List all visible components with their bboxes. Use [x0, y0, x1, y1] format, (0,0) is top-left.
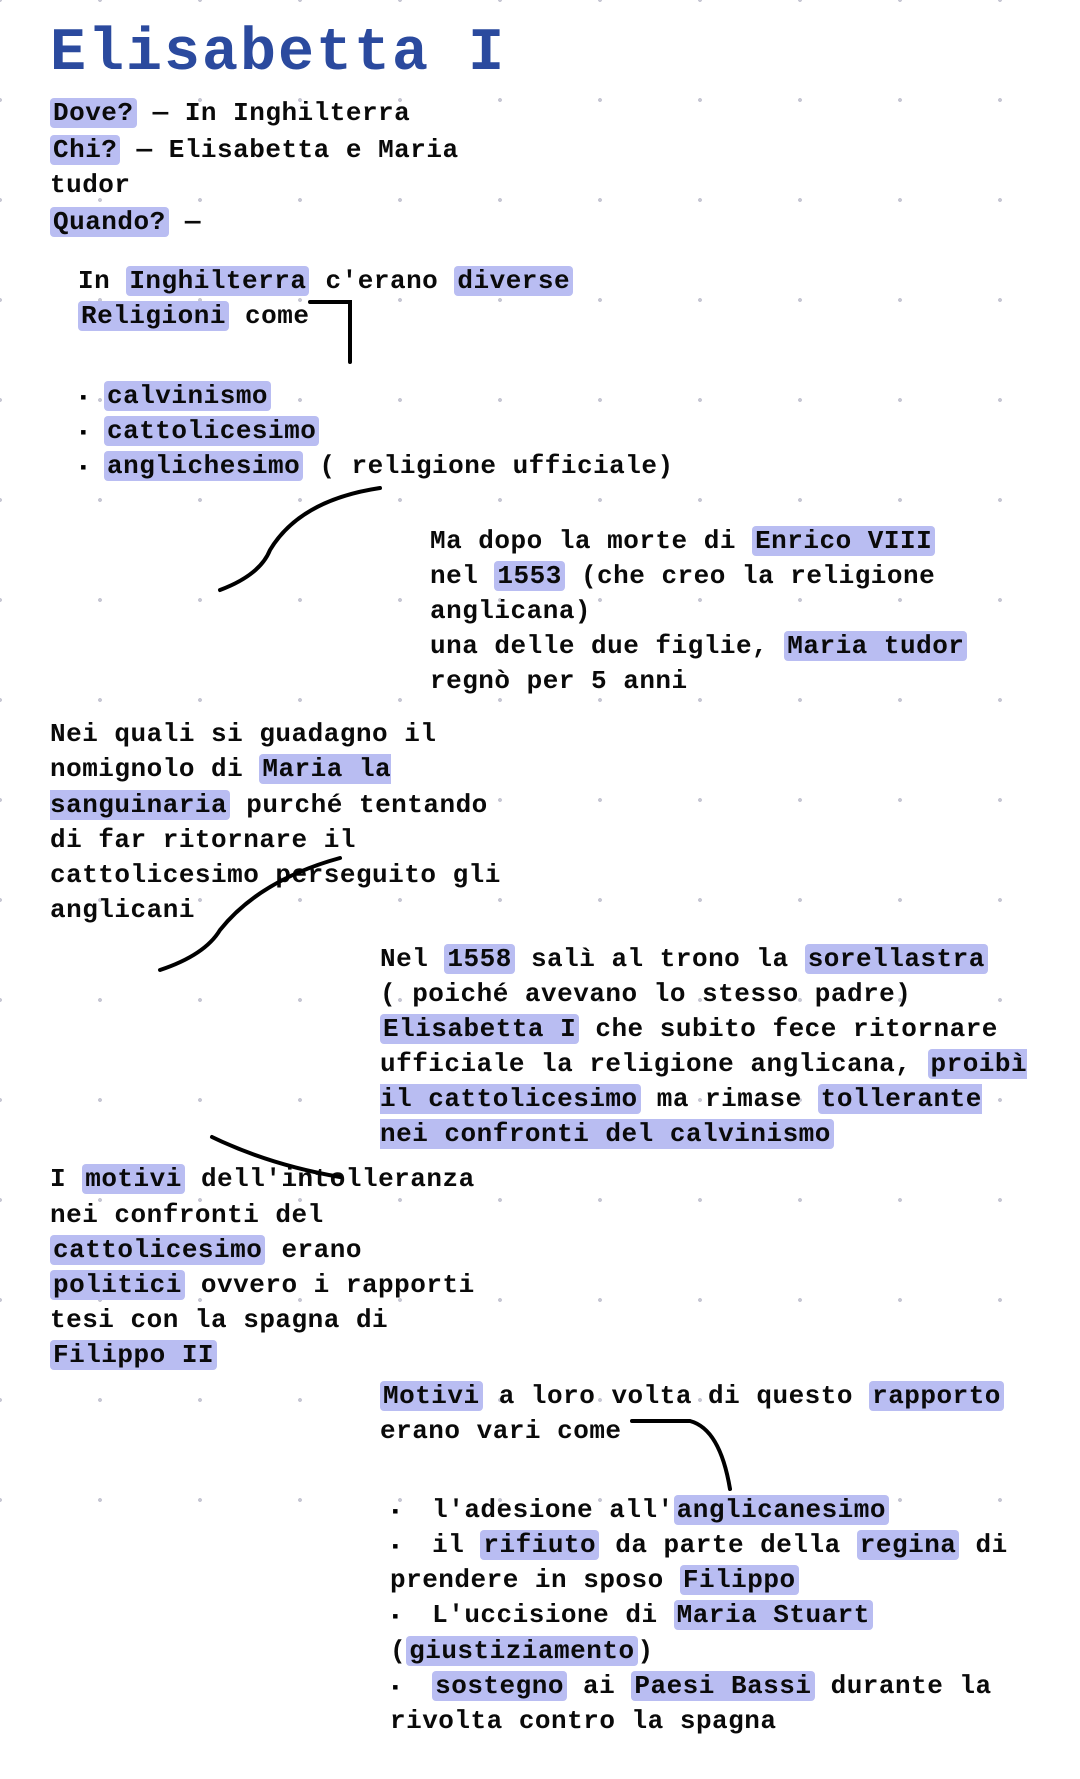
l: nel 1553 (che creo la religione anglican…: [430, 559, 990, 629]
hl-enrico: Enrico VIII: [752, 526, 935, 556]
cause-stuart: L'uccisione di Maria Stuart (giustiziame…: [390, 1598, 1040, 1668]
causes-list: l'adesione all'anglicanesimo il rifiuto …: [390, 1493, 1040, 1739]
hl: Filippo: [680, 1565, 799, 1595]
hl-rapporto: rapporto: [869, 1381, 1004, 1411]
connector-eliz-to-motivi: [150, 850, 350, 980]
t: Nel: [380, 944, 444, 974]
hl: anglichesimo: [104, 451, 303, 481]
l: ( poiché avevano lo stesso padre): [380, 977, 1040, 1012]
l: Motivi a loro volta di questo rapporto: [380, 1379, 1020, 1414]
l: I motivi dell'intolleranza nei confronti…: [50, 1162, 490, 1373]
l: Elisabetta I che subito fece ritornare u…: [380, 1012, 1040, 1152]
hl: Paesi Bassi: [631, 1671, 814, 1701]
l: Nel 1558 salì al trono la sorellastra: [380, 942, 1040, 977]
l: regnò per 5 anni: [430, 664, 990, 699]
religion-anglichesimo: anglichesimo ( religione ufficiale): [78, 449, 1040, 484]
hl-maria-tudor: Maria tudor: [784, 631, 967, 661]
label-chi: Chi?: [50, 135, 120, 165]
qa-dove: Dove? — In Inghilterra: [50, 96, 1040, 131]
hl-1558: 1558: [444, 944, 514, 974]
cause-paesi-bassi: sostegno ai Paesi Bassi durante la rivol…: [390, 1669, 1040, 1739]
intro-line1: In Inghilterra c'erano diverse: [78, 264, 598, 299]
para-motivi: I motivi dell'intolleranza nei confronti…: [50, 1162, 490, 1373]
l: una delle due figlie, Maria tudor: [430, 629, 990, 664]
label-quando: Quando?: [50, 207, 169, 237]
hl: calvinismo: [104, 381, 271, 411]
hl-catt: cattolicesimo: [50, 1235, 265, 1265]
hl-inghilterra: Inghilterra: [126, 266, 309, 296]
t: salì al trono la: [515, 944, 805, 974]
t: a loro volta di questo: [483, 1381, 869, 1411]
hl-religioni: Religioni: [78, 301, 229, 331]
qa-block: Dove? — In Inghilterra Chi? — Elisabetta…: [50, 96, 1040, 240]
t: In: [78, 266, 126, 296]
t: una delle due figlie,: [430, 631, 784, 661]
hl-diverse: diverse: [454, 266, 573, 296]
qa-chi: Chi? — Elisabetta e Maria tudor: [50, 133, 490, 203]
religion-list: calvinismo cattolicesimo anglichesimo ( …: [78, 379, 1040, 484]
para-henry: Ma dopo la morte di Enrico VIII nel 1553…: [430, 524, 990, 699]
t: ): [638, 1636, 654, 1666]
para-rapporto: Motivi a loro volta di questo rapporto e…: [380, 1379, 1020, 1449]
hl-filippo: Filippo II: [50, 1340, 217, 1370]
t: Ma dopo la morte di: [430, 526, 752, 556]
hl: cattolicesimo: [104, 416, 319, 446]
religion-calvinismo: calvinismo: [78, 379, 1040, 414]
t: il: [432, 1530, 480, 1560]
t: nel: [430, 561, 494, 591]
hl-politici: politici: [50, 1270, 185, 1300]
hl: sostegno: [432, 1671, 567, 1701]
hl: anglicanesimo: [674, 1495, 889, 1525]
cause-rifiuto: il rifiuto da parte della regina di pren…: [390, 1528, 1040, 1598]
hl-sorellastra: sorellastra: [805, 944, 988, 974]
note-page: Elisabetta I Dove? — In Inghilterra Chi?…: [0, 0, 1080, 1779]
intro-line2: Religioni come: [78, 299, 1040, 334]
connector-motivi-to-rapporto: [210, 1135, 350, 1185]
hl: regina: [857, 1530, 960, 1560]
connector-henry-to-bloody: [210, 480, 390, 600]
hl-motivi: motivi: [82, 1164, 185, 1194]
t: come: [229, 301, 310, 331]
t: I: [50, 1164, 82, 1194]
answer-quando: —: [169, 207, 201, 237]
t: (: [390, 1636, 406, 1666]
connector-rapporto-to-causes: [630, 1419, 740, 1499]
t: erano: [265, 1235, 362, 1265]
hl-elisabetta: Elisabetta I: [380, 1014, 579, 1044]
hl: rifiuto: [480, 1530, 599, 1560]
hl-motivi2: Motivi: [380, 1381, 483, 1411]
t: l'adesione all': [432, 1495, 674, 1525]
answer-dove: — In Inghilterra: [137, 98, 411, 128]
connector-religions: [308, 300, 388, 380]
hl: giustiziamento: [406, 1636, 637, 1666]
qa-quando: Quando? —: [50, 205, 1040, 240]
note: ( religione ufficiale): [303, 451, 673, 481]
t: da parte della: [599, 1530, 857, 1560]
l: Ma dopo la morte di Enrico VIII: [430, 524, 990, 559]
religion-cattolicesimo: cattolicesimo: [78, 414, 1040, 449]
t: ai: [567, 1671, 631, 1701]
page-title: Elisabetta I: [50, 20, 1040, 88]
hl: Maria Stuart: [674, 1600, 873, 1630]
t: c'erano: [309, 266, 454, 296]
t: ma rimase: [641, 1084, 818, 1114]
intro-block: In Inghilterra c'erano diverse Religioni…: [78, 264, 1040, 483]
t: L'uccisione di: [432, 1600, 674, 1630]
label-dove: Dove?: [50, 98, 137, 128]
para-eliz: Nel 1558 salì al trono la sorellastra ( …: [380, 942, 1040, 1153]
hl-1553: 1553: [494, 561, 564, 591]
